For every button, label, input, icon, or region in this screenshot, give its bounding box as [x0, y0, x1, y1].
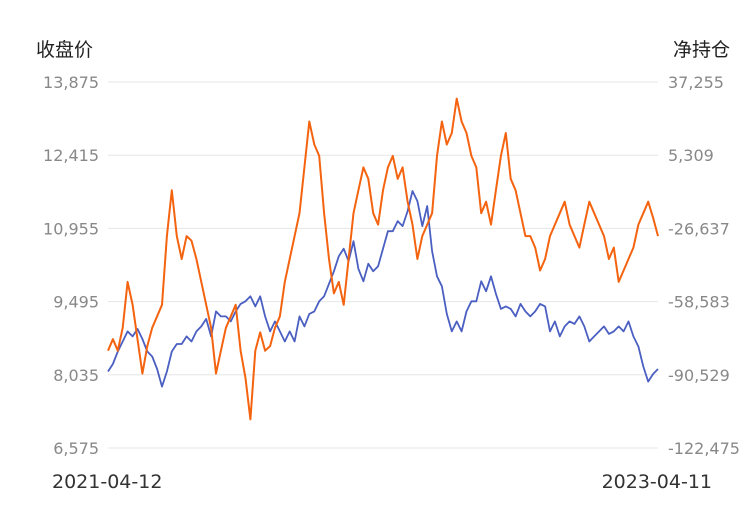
y-left-tick-label: 8,035 [53, 366, 99, 385]
y-right-tick-label: -122,475 [668, 439, 740, 458]
y-left-tick-label: 12,415 [43, 146, 99, 165]
y-right-tick-label: -58,583 [668, 293, 730, 312]
series-line-net_position [107, 97, 659, 421]
x-end-date: 2023-04-11 [602, 471, 712, 493]
y-right-tick-label: -90,529 [668, 366, 730, 385]
series-lines [107, 97, 659, 421]
y-left-ticks: 13,875 12,415 10,955 9,495 8,035 6,575 [43, 73, 99, 458]
y-left-axis-title: 收盘价 [36, 39, 93, 61]
series-line-close [107, 190, 659, 388]
y-right-tick-label: -26,637 [668, 219, 730, 238]
y-right-ticks: 37,255 5,309 -26,637 -58,583 -90,529 -122,475 [668, 73, 740, 458]
y-left-tick-label: 10,955 [43, 219, 99, 238]
y-left-tick-label: 9,495 [53, 293, 99, 312]
x-start-date: 2021-04-12 [52, 471, 162, 493]
y-right-tick-label: 37,255 [668, 73, 724, 92]
y-left-tick-label: 6,575 [53, 439, 99, 458]
gridlines [108, 81, 658, 449]
y-right-tick-label: 5,309 [668, 146, 714, 165]
y-right-axis-title: 净持仓 [673, 39, 730, 61]
y-left-tick-label: 13,875 [43, 73, 99, 92]
